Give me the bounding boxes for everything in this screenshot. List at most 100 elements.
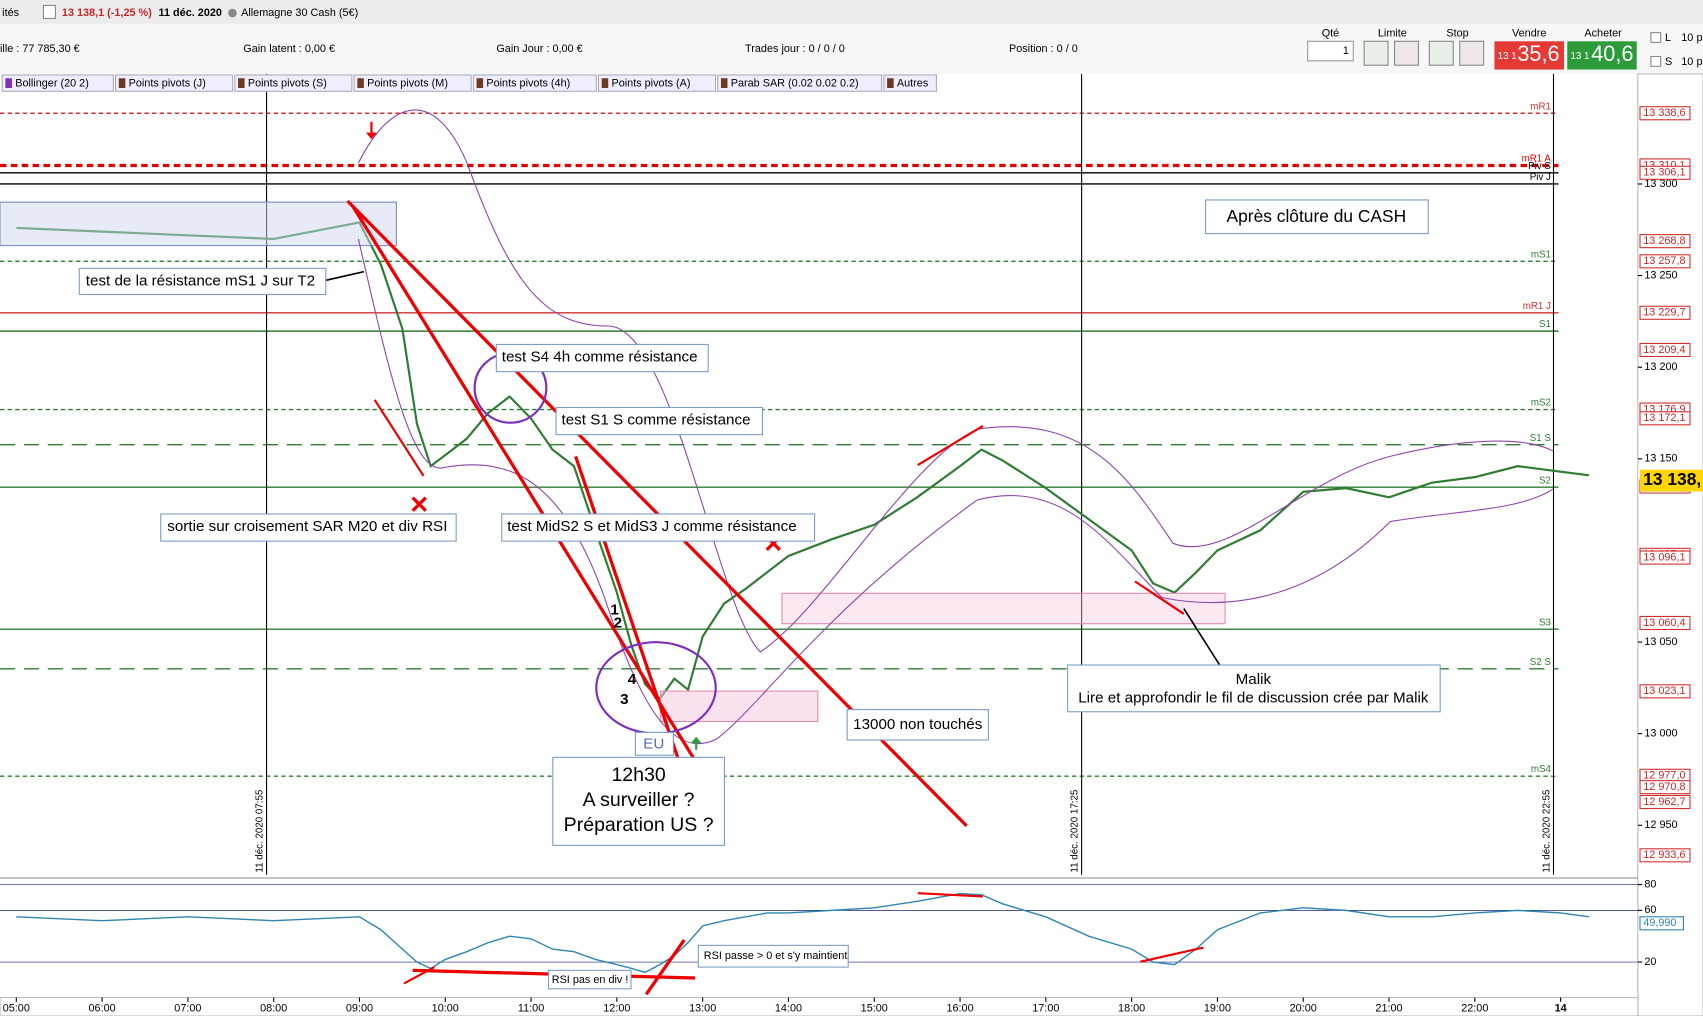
level-label: 12 962,7 xyxy=(1643,796,1685,808)
level-label: 13 257,8 xyxy=(1643,255,1685,267)
date-marker-label: 11 déc. 2020 22:55 xyxy=(1542,789,1553,872)
gain-latent: Gain latent : 0,00 € xyxy=(243,43,335,55)
x-tick-label: 11:00 xyxy=(518,1002,544,1014)
sell-small: 13 1 xyxy=(1498,51,1517,62)
indicator-tab[interactable] xyxy=(597,74,717,92)
pivot-label: mR1 xyxy=(1530,101,1551,112)
level-label: 13 229,7 xyxy=(1643,307,1685,319)
level-label: 13 096,1 xyxy=(1643,551,1685,563)
trend-line xyxy=(574,455,681,762)
buy-btn[interactable] xyxy=(1567,41,1637,70)
stop[interactable]: Stop xyxy=(1446,28,1468,40)
x-tick-label: 10:00 xyxy=(432,1002,459,1014)
limit-btn[interactable] xyxy=(1363,40,1389,66)
rsi-current: 49,990 xyxy=(1643,917,1676,929)
pivot-label: mS4 xyxy=(1531,764,1552,775)
stop-btn[interactable] xyxy=(1459,40,1485,66)
indicator-tab[interactable] xyxy=(472,74,597,92)
annotation: RSI pas en div ! xyxy=(552,974,629,986)
menu[interactable]: ités xyxy=(2,7,19,19)
level-box xyxy=(1639,615,1691,631)
annotation-box xyxy=(1067,664,1441,713)
side-p: p xyxy=(1696,32,1702,44)
qty-input[interactable] xyxy=(1307,40,1354,62)
indicator-tab[interactable] xyxy=(234,74,353,92)
x-tick-label: 17:00 xyxy=(1032,1002,1059,1014)
x-tick-label: 08:00 xyxy=(260,1002,287,1014)
date: 11 déc. 2020 xyxy=(159,7,222,19)
buy-big: 40,6 xyxy=(1591,41,1633,66)
checkbox[interactable] xyxy=(1650,55,1662,67)
x-tick-label: 09:00 xyxy=(346,1002,373,1014)
level-box xyxy=(1639,794,1691,810)
up-arrow xyxy=(690,736,702,750)
info-icon[interactable] xyxy=(42,4,56,20)
current-price-box xyxy=(1640,469,1703,492)
wave-number: 2 xyxy=(614,615,622,632)
level-box xyxy=(1639,305,1691,320)
pivot-label: Piv J xyxy=(1530,172,1551,183)
indicator-tab[interactable] xyxy=(717,74,883,92)
price-line xyxy=(16,221,1590,701)
position: Position : 0 / 0 xyxy=(1009,43,1078,55)
annotation-box xyxy=(495,343,709,373)
indicator-swatch xyxy=(601,78,609,89)
x-tick-label: 07:00 xyxy=(174,1002,201,1014)
pivot-label: S2 xyxy=(1539,475,1551,486)
level-label: 13 338,6 xyxy=(1643,107,1685,119)
x-tick-label: 18:00 xyxy=(1118,1002,1145,1014)
limit[interactable]: Limite xyxy=(1378,28,1407,40)
pivot-label: mR1 A xyxy=(1522,154,1552,165)
drawings xyxy=(0,109,1554,996)
annotation: EU xyxy=(643,735,664,752)
top-bar xyxy=(0,0,1703,24)
y-tick-label: 13 200 xyxy=(1644,361,1677,373)
indicator-swatch xyxy=(118,78,126,89)
circle xyxy=(595,641,717,735)
indicator-swatch xyxy=(238,78,245,89)
wave-number: 1 xyxy=(610,602,619,619)
level-label: 13 060,4 xyxy=(1643,617,1685,629)
side-l: L xyxy=(1665,32,1671,44)
indicator-swatch xyxy=(476,78,484,89)
side-s: S xyxy=(1665,56,1672,68)
limit-btn[interactable] xyxy=(1394,40,1419,66)
buy-small: 13 1 xyxy=(1570,51,1589,62)
stop-btn[interactable] xyxy=(1428,40,1454,66)
indicator-label: Points pivots (J) xyxy=(129,78,206,90)
annotation: RSI passe > 0 et s'y maintient xyxy=(704,950,848,962)
y-tick-label: 13 050 xyxy=(1644,636,1677,648)
trend-line xyxy=(917,892,983,898)
current-price: 13 138, xyxy=(1643,469,1701,489)
quote: 13 138,1 (-1,25 %) xyxy=(62,7,152,19)
indicator-tab[interactable] xyxy=(115,74,234,92)
sell-btn[interactable] xyxy=(1494,41,1564,70)
level-label: 13 306,1 xyxy=(1643,167,1685,179)
indicator-swatch xyxy=(5,78,12,89)
annotation: test S1 S comme résistance xyxy=(562,412,751,429)
level-label: 12 970,8 xyxy=(1643,781,1685,793)
annotation: Après clôture du CASH xyxy=(1227,206,1407,226)
x-tick-label: 12:00 xyxy=(603,1002,630,1014)
side-s-qty: 10 xyxy=(1681,56,1693,68)
side-p: p xyxy=(1696,56,1702,68)
level-label: 13 172,1 xyxy=(1643,412,1685,424)
pivot-label: S2 S xyxy=(1530,657,1552,668)
indicator-swatch xyxy=(720,78,728,89)
indicator-tab[interactable] xyxy=(353,74,472,92)
x-tick-label: 20:00 xyxy=(1290,1002,1317,1014)
annotation: test de la résistance mS1 J sur T2 xyxy=(86,272,315,289)
sell-big: 35,6 xyxy=(1517,41,1559,66)
indicator-tab[interactable] xyxy=(1,74,114,92)
trend-line xyxy=(917,425,984,467)
indicator-tab[interactable] xyxy=(883,74,937,92)
indicator-label: Points pivots (A) xyxy=(611,78,690,90)
level-box xyxy=(1639,684,1691,699)
buy-label: Acheter xyxy=(1584,28,1622,40)
checkbox[interactable] xyxy=(1650,32,1662,43)
bollinger-upper xyxy=(357,109,1554,653)
indicator-label: Points pivots (S) xyxy=(248,78,327,90)
level-box xyxy=(1639,550,1691,565)
x-tick-label: 15:00 xyxy=(861,1002,888,1014)
side-l-qty: 10 xyxy=(1681,32,1693,44)
